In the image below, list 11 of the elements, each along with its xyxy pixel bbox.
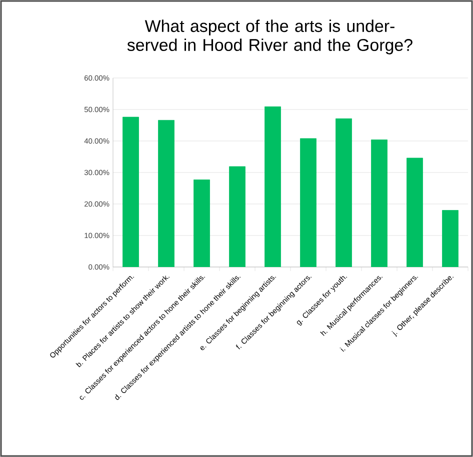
bar bbox=[442, 210, 458, 267]
bar bbox=[371, 140, 388, 267]
bar bbox=[158, 120, 174, 267]
bar bbox=[194, 180, 210, 267]
bar bbox=[336, 118, 352, 267]
bar bbox=[122, 116, 139, 267]
bar bbox=[406, 158, 423, 267]
bar bbox=[300, 138, 316, 267]
bar bbox=[264, 106, 281, 267]
bar bbox=[229, 166, 246, 267]
chart-title: What aspect of the arts is under-served in Hood River and the Gorge? bbox=[127, 20, 412, 54]
